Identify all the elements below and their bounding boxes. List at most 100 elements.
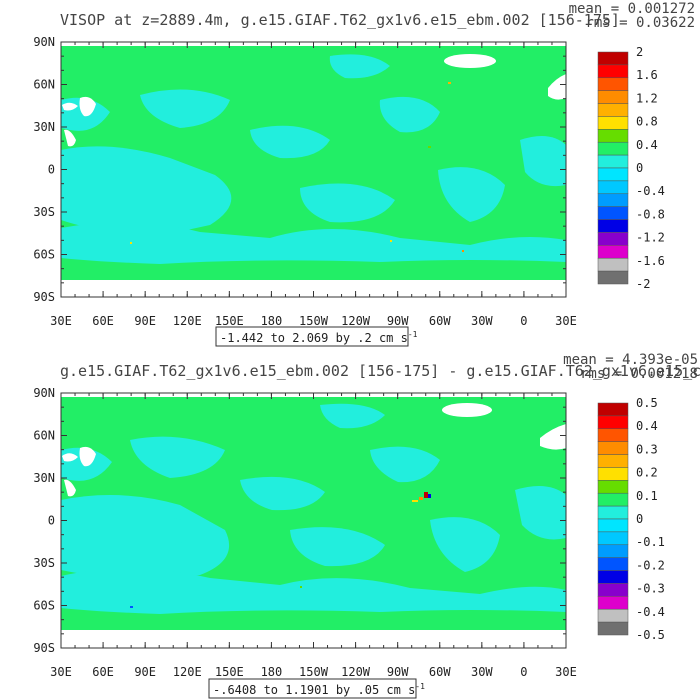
colorbar-swatch xyxy=(597,232,629,246)
longitude-label: 120E xyxy=(173,314,202,328)
longitude-label: 150E xyxy=(215,314,244,328)
colorbar-label: -0.5 xyxy=(636,628,665,642)
colorbar-swatch xyxy=(597,402,629,417)
longitude-label: 60E xyxy=(92,314,114,328)
latitude-label: 60S xyxy=(33,599,55,613)
colorbar-swatch xyxy=(597,480,629,494)
colorbar-label: -0.1 xyxy=(636,535,665,549)
latitude-label: 60N xyxy=(33,429,55,443)
latitude-label: 30S xyxy=(33,205,55,219)
colorbar-swatch xyxy=(597,180,629,195)
panel-1-anomaly-specks xyxy=(130,82,464,252)
panel-1-range-label: -1.442 to 2.069 by .2 cm s-1 xyxy=(220,330,418,345)
colorbar-swatch xyxy=(597,428,629,442)
longitude-label: 0 xyxy=(520,665,527,679)
longitude-label: 60W xyxy=(429,314,451,328)
latitude-label: 90S xyxy=(33,290,55,304)
longitude-label: 180 xyxy=(261,314,283,328)
longitude-label: 90W xyxy=(387,665,409,679)
panel-2-anomaly-specks xyxy=(130,492,431,608)
colorbar-swatch xyxy=(597,154,629,169)
panel-2-range-label: -.6408 to 1.1901 by .05 cm s-1 xyxy=(213,682,425,697)
longitude-label: 90W xyxy=(387,314,409,328)
colorbar-label: 0.8 xyxy=(636,115,658,129)
colorbar-swatch xyxy=(597,415,629,430)
colorbar-swatch xyxy=(597,245,629,259)
latitude-label: 90N xyxy=(33,35,55,49)
longitude-label: 180 xyxy=(261,665,283,679)
latitude-label: 60N xyxy=(33,78,55,92)
longitude-label: 120W xyxy=(341,314,371,328)
colorbar-label: 1.2 xyxy=(636,91,658,105)
colorbar-label: 1.6 xyxy=(636,68,658,82)
colorbar-label: 0 xyxy=(636,512,643,526)
longitude-label: 60E xyxy=(92,665,114,679)
colorbar-label: 2 xyxy=(636,45,643,59)
panel-1-longitude-labels: 30E 60E 90E 120E 150E 180 150W 120W 90W 60W 30W 0 30… xyxy=(50,314,577,328)
panel-2-map xyxy=(61,393,566,648)
colorbar-swatch xyxy=(597,531,629,546)
latitude-label: 30N xyxy=(33,120,55,134)
panel-2-negative-regions xyxy=(61,403,566,614)
colorbar-label: 0.2 xyxy=(636,466,658,480)
panel-2-range-box: -.6408 to 1.1901 by .05 cm s-1 xyxy=(208,678,425,699)
colorbar-swatch xyxy=(597,557,629,571)
panel-1-colorbar: 2 1.6 1.2 0.8 0.4 0 -0.4 -0.8 -1.2 -1.6 -2 xyxy=(597,45,665,291)
colorbar-label: 0.4 xyxy=(636,138,658,152)
colorbar-swatch xyxy=(597,518,629,533)
panel-2-title: g.e15.GIAF.T62_gx1v6.e15_ebm.002 [156-17… xyxy=(60,362,700,380)
colorbar-swatch xyxy=(597,492,629,507)
longitude-label: 120E xyxy=(173,665,202,679)
longitude-label: 150W xyxy=(299,314,329,328)
panel-2-longitude-labels: 30E 60E 90E 120E 150E 180 150W 120W 90W 60W 30W 0 30… xyxy=(50,665,577,679)
longitude-label: 150W xyxy=(299,665,329,679)
panel-2-colorbar: 0.5 0.4 0.3 0.2 0.1 0 -0.1 -0.2 -0.3 -0.4 -0.5 xyxy=(597,396,665,642)
colorbar-swatch xyxy=(597,441,629,455)
longitude-label: 30E xyxy=(50,665,72,679)
colorbar-label: 0.5 xyxy=(636,396,658,410)
colorbar-swatch xyxy=(597,103,629,117)
colorbar-swatch xyxy=(597,505,629,520)
colorbar-swatch xyxy=(597,90,629,104)
longitude-label: 0 xyxy=(520,314,527,328)
latitude-label: 60S xyxy=(33,248,55,262)
colorbar-swatch xyxy=(597,193,629,207)
colorbar-label: -0.3 xyxy=(636,582,665,596)
panel-1: VISOP at z=2889.4m, g.e15.GIAF.T62_gx1v6… xyxy=(33,1,695,347)
colorbar-label: 0.1 xyxy=(636,489,658,503)
colorbar-swatch xyxy=(597,454,629,468)
longitude-label: 30W xyxy=(471,665,493,679)
colorbar-label: 0.3 xyxy=(636,442,658,456)
longitude-label: 90E xyxy=(134,314,156,328)
latitude-label: 0 xyxy=(48,514,55,528)
panel-2-mean: mean = 4.393e-05 xyxy=(563,352,698,368)
longitude-label: 30E xyxy=(50,314,72,328)
panel-1-range-box: -1.442 to 2.069 by .2 cm s-1 xyxy=(215,326,418,347)
colorbar-swatch xyxy=(597,467,629,481)
colorbar-label: -2 xyxy=(636,277,650,291)
longitude-label: 120W xyxy=(341,665,371,679)
latitude-label: 90S xyxy=(33,641,55,655)
colorbar-label: 0 xyxy=(636,161,643,175)
colorbar-label: -0.8 xyxy=(636,207,665,221)
panel-2-ticks xyxy=(60,392,567,649)
longitude-label: 30E xyxy=(555,665,577,679)
colorbar-label: -1.6 xyxy=(636,254,665,268)
longitude-label: 30W xyxy=(471,314,493,328)
panel-2: g.e15.GIAF.T62_gx1v6.e15_ebm.002 [156-17… xyxy=(33,352,700,699)
panel-1-rms: rms = 0.03622 xyxy=(585,15,695,31)
panel-1-title: VISOP at z=2889.4m, g.e15.GIAF.T62_gx1v6… xyxy=(60,11,620,29)
panel-2-rms: rms = 0.001218 xyxy=(580,366,698,382)
colorbar-label: -1.2 xyxy=(636,231,665,245)
colorbar-swatch xyxy=(597,583,629,597)
longitude-label: 90E xyxy=(134,665,156,679)
panel-2-latitude-labels: 90N 60N 30N 0 30S 60S 90S xyxy=(33,386,55,655)
latitude-label: 0 xyxy=(48,163,55,177)
panel-1-map xyxy=(61,42,566,297)
colorbar-label: -0.4 xyxy=(636,184,665,198)
colorbar-label: -0.4 xyxy=(636,605,665,619)
panel-1-latitude-labels: 90N 60N 30N 0 30S 60S 90S xyxy=(33,35,55,304)
latitude-label: 30S xyxy=(33,556,55,570)
colorbar-swatch xyxy=(597,77,629,91)
colorbar-swatch xyxy=(597,257,629,272)
